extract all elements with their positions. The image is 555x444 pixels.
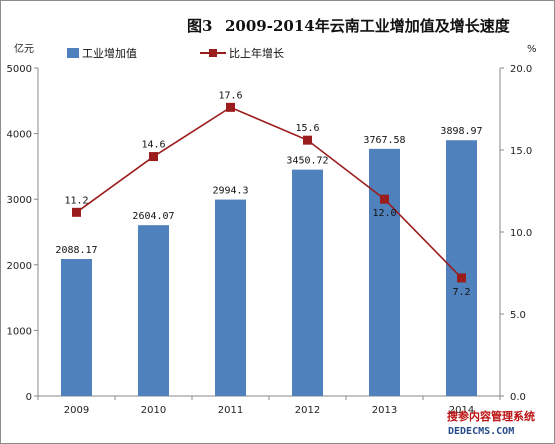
- bar: [138, 225, 169, 396]
- left-tick-label: 0: [26, 392, 32, 403]
- growth-line: [72, 102, 466, 283]
- right-tick-label: 15.0: [510, 146, 532, 157]
- growth-value-label: 11.2: [64, 195, 88, 206]
- left-tick-label: 3000: [7, 195, 32, 206]
- bar: [292, 169, 323, 396]
- bar-value-label: 3767.58: [363, 135, 405, 146]
- left-tick-label: 4000: [7, 130, 32, 141]
- growth-point: [303, 135, 312, 145]
- growth-value-label: 15.6: [295, 123, 319, 134]
- growth-value-label: 7.2: [452, 287, 470, 298]
- left-tick-label: 5000: [7, 64, 32, 75]
- x-tick-label: 2013: [372, 405, 397, 416]
- bar-value-label: 3450.72: [286, 156, 328, 167]
- x-tick-label: 2012: [295, 405, 320, 416]
- left-tick-label: 2000: [7, 261, 32, 272]
- legend: 工业增加值 比上年增长: [67, 46, 284, 60]
- growth-value-label: 17.6: [218, 90, 242, 101]
- growth-point: [149, 152, 158, 162]
- right-tick-label: 5.0: [510, 310, 526, 321]
- left-tick-label: 1000: [7, 326, 32, 337]
- legend-label-bar: 工业增加值: [82, 46, 137, 60]
- bar-value-label: 2088.17: [55, 245, 97, 256]
- bar-value-label: 3898.97: [440, 126, 482, 137]
- bar: [61, 259, 92, 396]
- right-tick-label: 20.0: [510, 64, 532, 75]
- right-axis-unit: %: [527, 44, 537, 55]
- axes: 0 1000 2000 3000 4000 5000 0.0 5.0 10.0 15.0 20.0 2…: [7, 64, 533, 416]
- watermark-url: DEDECMS.COM: [448, 426, 514, 437]
- growth-point: [226, 102, 235, 112]
- x-tick-label: 2011: [218, 405, 243, 416]
- legend-swatch-marker: [209, 49, 217, 57]
- growth-value-label: 12.0: [372, 208, 396, 219]
- growth-point: [380, 194, 389, 204]
- chart-title-prefix: 图3: [187, 17, 212, 35]
- right-tick-label: 0.0: [510, 392, 526, 403]
- bar: [369, 148, 400, 396]
- watermark: 搜参内容管理系统 DEDECMS.COM: [447, 409, 535, 437]
- growth-line-path: [76, 106, 463, 279]
- right-tick-label: 10.0: [510, 228, 532, 239]
- growth-value-label: 14.6: [141, 140, 165, 151]
- legend-swatch-bar: [67, 48, 79, 58]
- bar-value-label: 2604.07: [132, 211, 174, 222]
- data-labels: 2088.17 2604.07 2994.3 3450.72 3767.58 3898.9…: [55, 90, 482, 298]
- bar-value-label: 2994.3: [212, 186, 248, 197]
- growth-point: [72, 207, 81, 217]
- watermark-text: 搜参内容管理系统: [447, 409, 535, 423]
- x-tick-label: 2014: [449, 405, 474, 416]
- legend-label-line: 比上年增长: [229, 46, 284, 60]
- chart-title: 2009-2014年云南工业增加值及增长速度: [225, 17, 511, 35]
- x-tick-label: 2010: [141, 405, 166, 416]
- bar: [446, 140, 477, 396]
- growth-point: [457, 273, 466, 283]
- x-tick-label: 2009: [64, 405, 89, 416]
- left-axis-unit: 亿元: [14, 42, 34, 55]
- bar: [215, 199, 246, 396]
